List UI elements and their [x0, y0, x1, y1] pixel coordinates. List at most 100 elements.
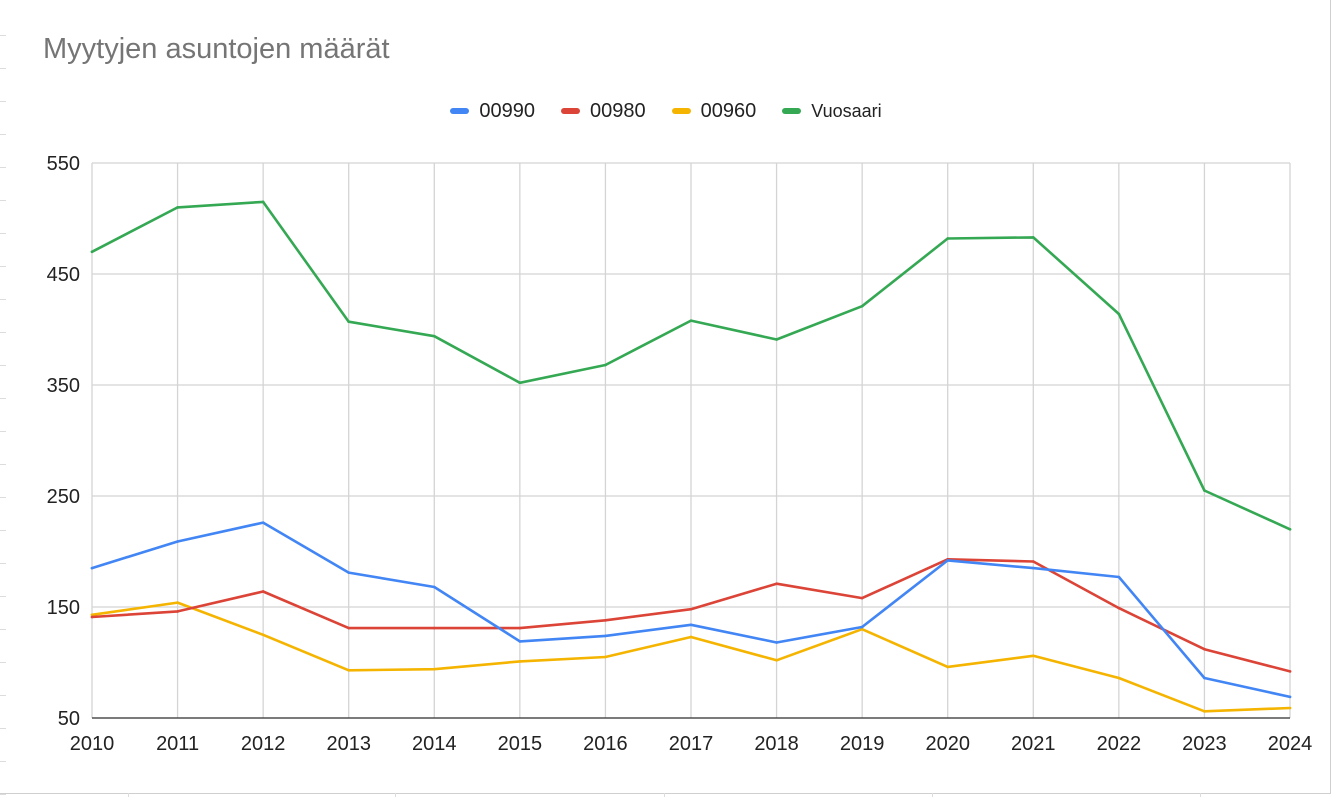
- data-point: [860, 627, 864, 631]
- data-point: [689, 607, 693, 611]
- data-point: [775, 338, 778, 341]
- data-point: [860, 596, 864, 600]
- chart-title: Myytyjen asuntojen määrät: [43, 33, 390, 65]
- data-point: [1117, 312, 1121, 316]
- y-tick-label: 150: [47, 597, 80, 619]
- legend-swatch: [782, 108, 802, 114]
- legend-item[interactable]: Vuosaari: [782, 100, 882, 122]
- x-axis-ticks: 2010 2011 2012 2013 2014 2015 2016 2017 2018 2019…: [70, 733, 1313, 755]
- data-point: [1288, 695, 1292, 699]
- data-point: [90, 615, 94, 619]
- data-point: [1117, 606, 1121, 610]
- data-point: [432, 334, 436, 338]
- data-point: [347, 571, 351, 574]
- data-point: [1117, 575, 1121, 579]
- x-tick-label: 2011: [156, 733, 199, 755]
- legend-label: 00960: [700, 99, 757, 122]
- x-tick-label: 2023: [1182, 733, 1227, 755]
- sheet-edge-ticks: [0, 0, 6, 797]
- y-tick-label: 250: [47, 486, 80, 508]
- data-point: [689, 623, 693, 627]
- series-00990: [90, 521, 1292, 699]
- data-point: [860, 625, 864, 629]
- y-axis-ticks: 50 150 250 350 450 550: [47, 153, 80, 730]
- y-tick-label: 50: [58, 708, 80, 730]
- data-point: [946, 665, 950, 669]
- legend-swatch: [450, 108, 470, 114]
- x-tick-label: 2010: [70, 733, 115, 755]
- data-point: [176, 540, 179, 543]
- data-point: [176, 601, 179, 604]
- data-point: [176, 610, 179, 613]
- data-point: [1203, 489, 1206, 492]
- data-point: [604, 655, 607, 659]
- data-point: [261, 590, 265, 593]
- data-point: [1288, 528, 1292, 531]
- x-tick-label: 2022: [1097, 733, 1142, 755]
- y-tick-label: 450: [47, 264, 80, 286]
- x-tick-label: 2012: [241, 733, 286, 755]
- x-tick-label: 2018: [754, 733, 799, 755]
- data-point: [1203, 710, 1206, 713]
- y-tick-label: 350: [47, 375, 80, 397]
- data-point: [90, 613, 94, 617]
- chart-legend[interactable]: 00990 00980 00960 Vuosaari: [0, 97, 1332, 125]
- data-point: [432, 667, 436, 671]
- data-point: [347, 626, 351, 630]
- data-point: [946, 237, 950, 240]
- x-tick-label: 2024: [1268, 733, 1313, 755]
- data-point: [1031, 560, 1035, 563]
- x-tick-label: 2017: [669, 733, 714, 755]
- legend-item[interactable]: 00960: [671, 99, 757, 123]
- series-00980: [90, 557, 1292, 673]
- data-point: [689, 319, 693, 322]
- data-point: [1031, 654, 1035, 658]
- data-point: [261, 633, 265, 637]
- x-tick-label: 2021: [1011, 733, 1056, 755]
- data-point: [176, 206, 179, 209]
- x-tick-label: 2019: [840, 733, 885, 755]
- data-point: [1117, 676, 1121, 680]
- data-point: [604, 634, 607, 638]
- data-point: [604, 363, 607, 367]
- data-point: [946, 559, 950, 562]
- legend-item[interactable]: 00980: [561, 100, 646, 123]
- data-point: [775, 582, 778, 585]
- data-point: [1203, 676, 1206, 680]
- data-point: [1031, 236, 1035, 239]
- data-point: [1288, 670, 1292, 673]
- data-point: [518, 660, 522, 663]
- gridlines: [91, 162, 1291, 719]
- data-point: [90, 250, 94, 254]
- legend-swatch: [671, 108, 691, 114]
- legend-swatch: [561, 108, 580, 114]
- data-point: [261, 521, 265, 524]
- data-point: [689, 635, 693, 639]
- data-point: [347, 320, 351, 324]
- legend-label: 00990: [479, 99, 535, 122]
- x-tick-label: 2014: [412, 733, 457, 755]
- data-point: [518, 626, 522, 630]
- data-point: [775, 641, 778, 644]
- legend-item[interactable]: 00990: [450, 100, 535, 123]
- y-tick-label: 550: [47, 153, 80, 175]
- x-tick-label: 2020: [925, 733, 970, 755]
- data-point: [432, 585, 436, 589]
- data-point: [261, 200, 265, 204]
- x-tick-label: 2015: [498, 733, 543, 755]
- data-point: [1203, 647, 1206, 651]
- legend-label: Vuosaari: [811, 100, 882, 121]
- data-point: [860, 304, 864, 308]
- x-tick-label: 2013: [326, 733, 371, 755]
- data-point: [90, 566, 94, 570]
- data-point: [347, 668, 351, 672]
- series-Vuosaari: [90, 200, 1292, 531]
- legend-label: 00980: [590, 99, 646, 122]
- data-point: [518, 381, 522, 385]
- data-point: [432, 626, 436, 630]
- data-point: [775, 658, 778, 662]
- x-tick-label: 2016: [583, 733, 628, 755]
- data-point: [604, 619, 607, 622]
